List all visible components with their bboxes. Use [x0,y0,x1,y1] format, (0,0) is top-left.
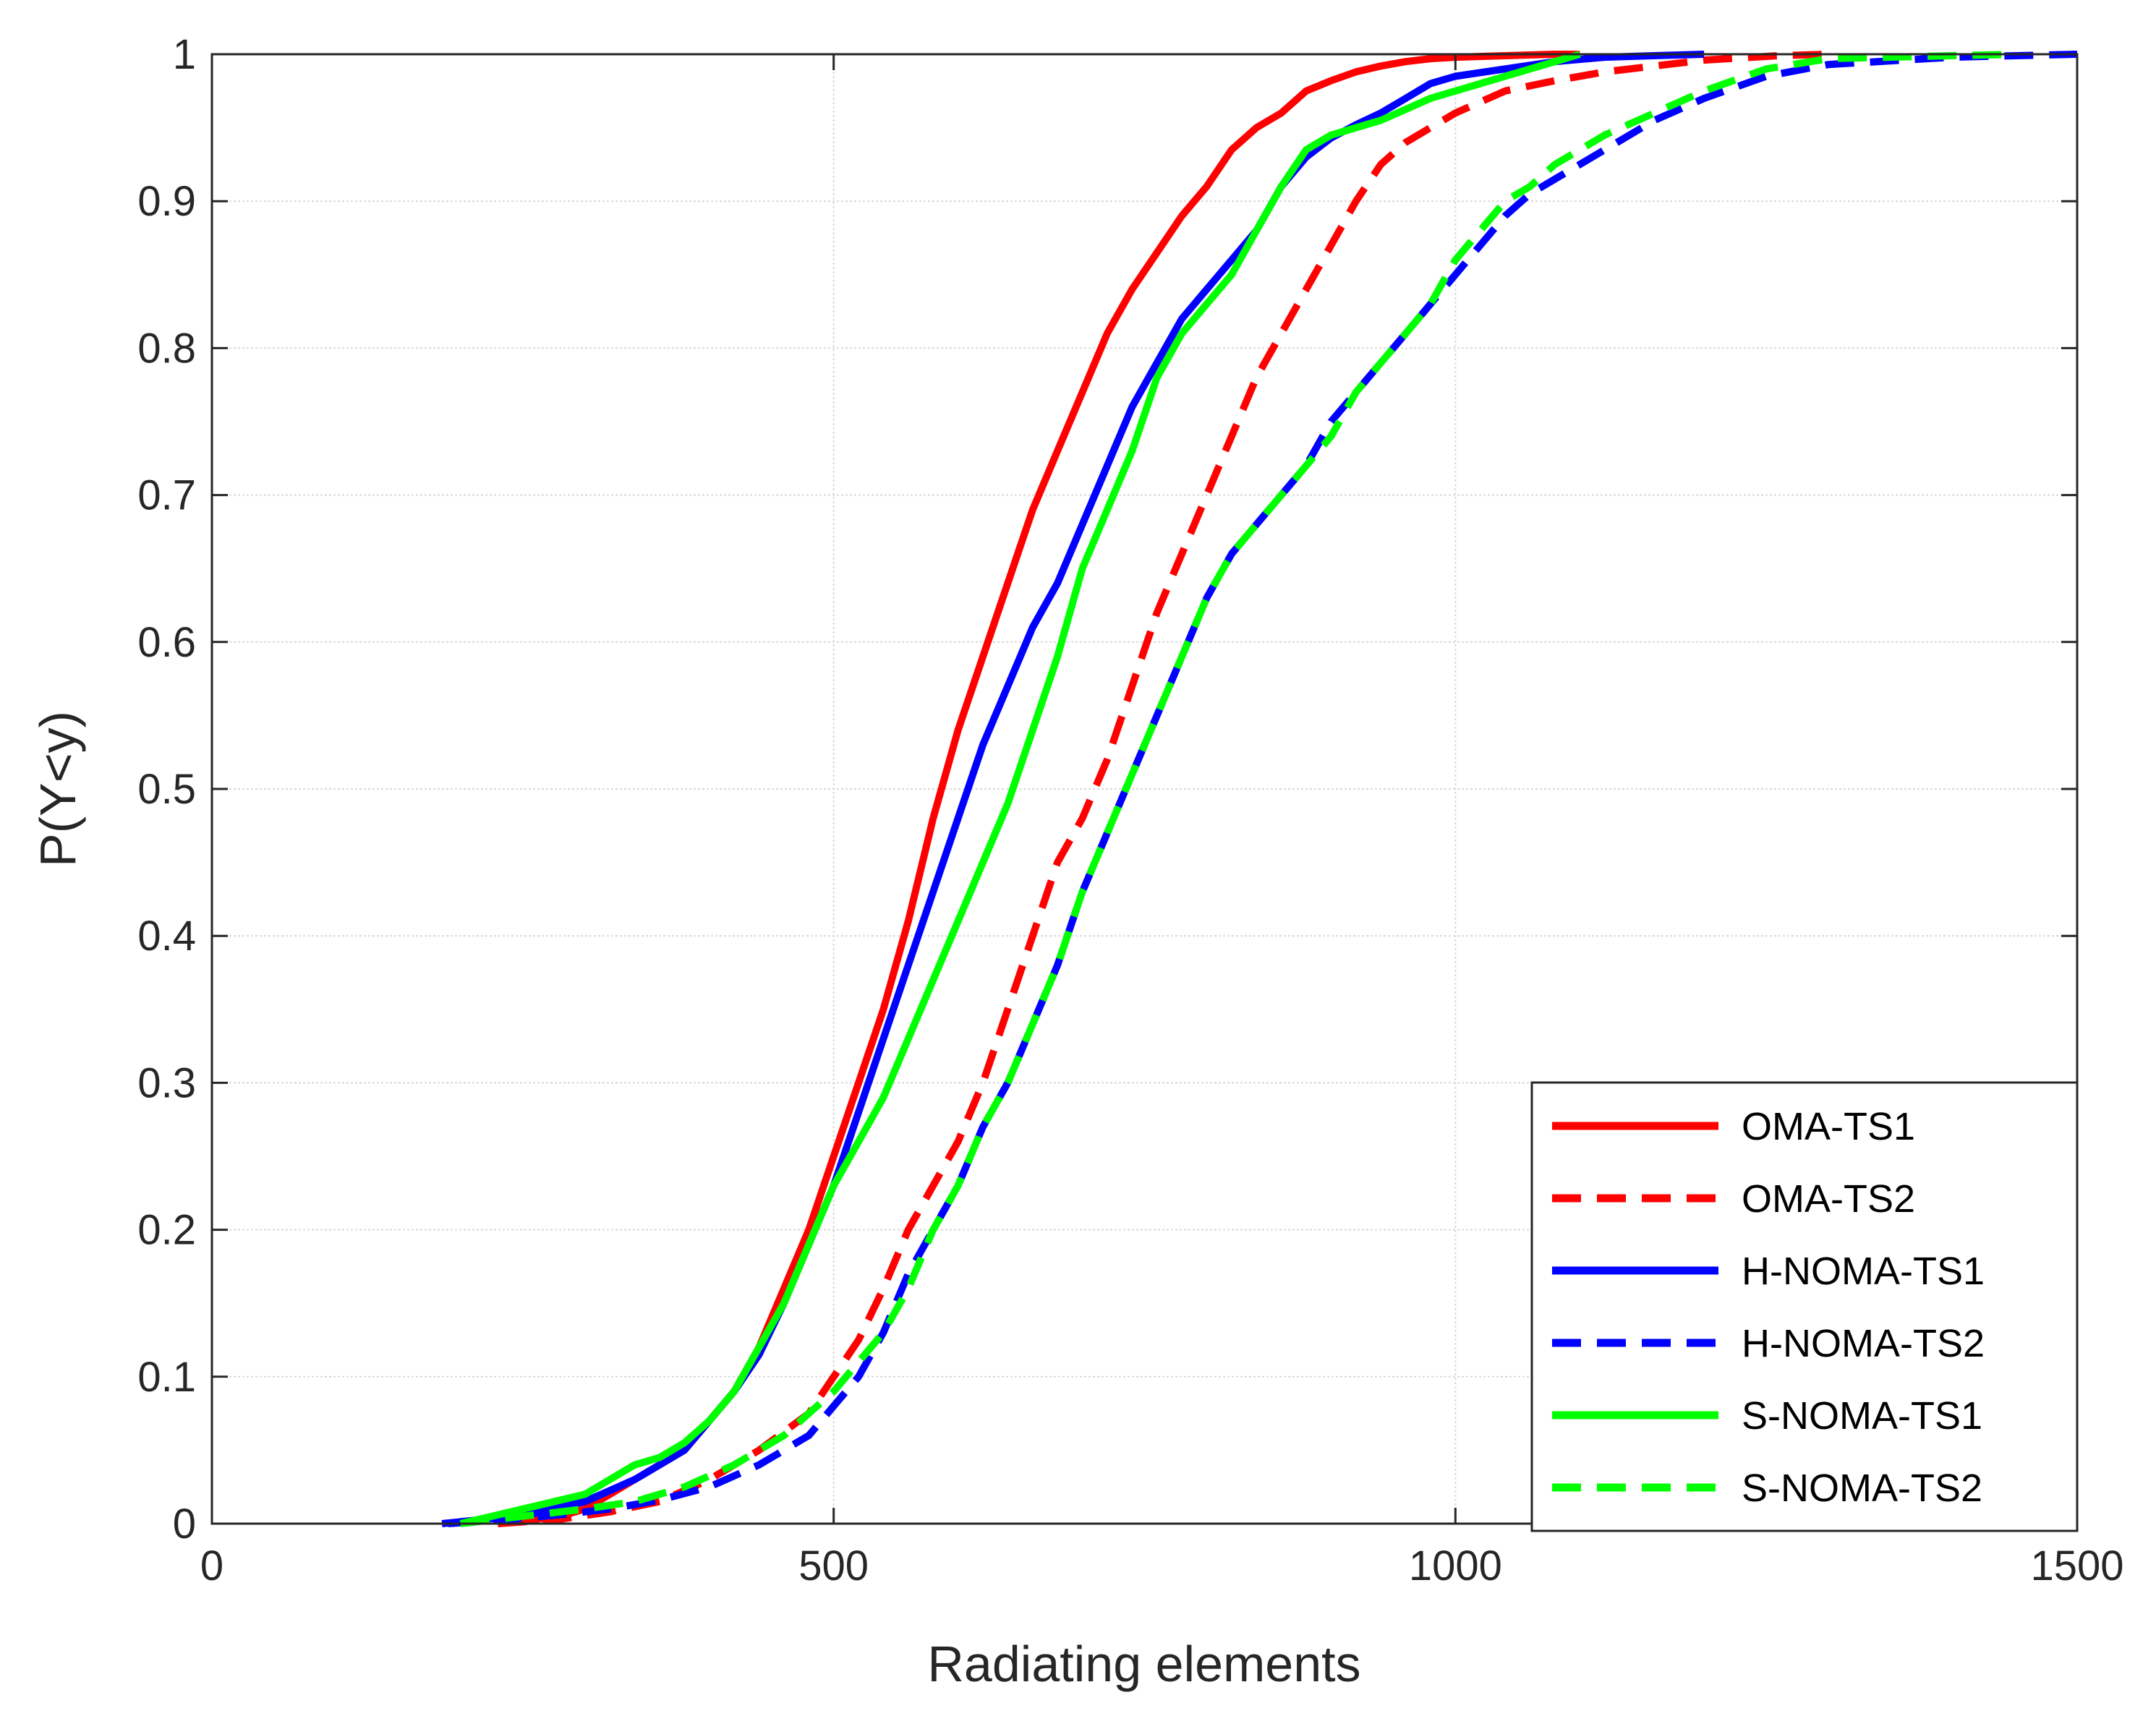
y-tick-label: 0 [173,1501,196,1548]
x-tick-label: 1000 [1409,1542,1502,1589]
legend-label-s-noma-ts1: S-NOMA-TS1 [1742,1394,1982,1438]
y-tick-label: 0.6 [137,619,196,666]
legend-label-h-noma-ts2: H-NOMA-TS2 [1742,1322,1985,1365]
y-tick-label: 0.5 [137,766,196,813]
y-tick-label: 1 [173,31,196,78]
y-tick-label: 0.1 [137,1354,196,1401]
series-line-h-noma-ts2 [448,51,2078,1527]
legend-label-h-noma-ts1: H-NOMA-TS1 [1742,1250,1985,1293]
series-line-s-noma-ts1 [459,51,1581,1527]
legend-box [1530,1081,2079,1532]
legend: OMA-TS1 OMA-TS2 H-NOMA-TS1 H-NOMA-TS2 S-NOMA… [1530,1081,2079,1532]
x-tick-label: 0 [200,1542,223,1589]
x-axis-label: Radiating elements [927,1636,1360,1692]
y-tick-label: 0.3 [137,1059,196,1106]
legend-label-s-noma-ts2: S-NOMA-TS2 [1742,1467,1982,1510]
series-line-s-noma-ts2 [460,51,2016,1527]
tick-labels: 0 500 1000 1500 0 0.1 0.2 0.3 0.4 0.5 0.6 0.7 0.8 0.9… [137,31,2123,1589]
x-tick-label: 500 [798,1542,869,1589]
series-line-oma-ts2 [498,51,1829,1527]
legend-label-oma-ts2: OMA-TS2 [1742,1177,1915,1221]
legend-label-oma-ts1: OMA-TS1 [1742,1105,1915,1148]
y-axis-label: P(Y<y) [30,711,86,867]
x-tick-label: 1500 [2030,1542,2123,1589]
y-tick-label: 0.4 [137,913,196,960]
series-group [441,51,2078,1527]
y-tick-label: 0.2 [137,1207,196,1254]
y-tick-label: 0.7 [137,472,196,519]
axis-ticks [210,53,2079,1525]
y-tick-label: 0.9 [137,178,196,225]
y-tick-label: 0.8 [137,325,196,372]
